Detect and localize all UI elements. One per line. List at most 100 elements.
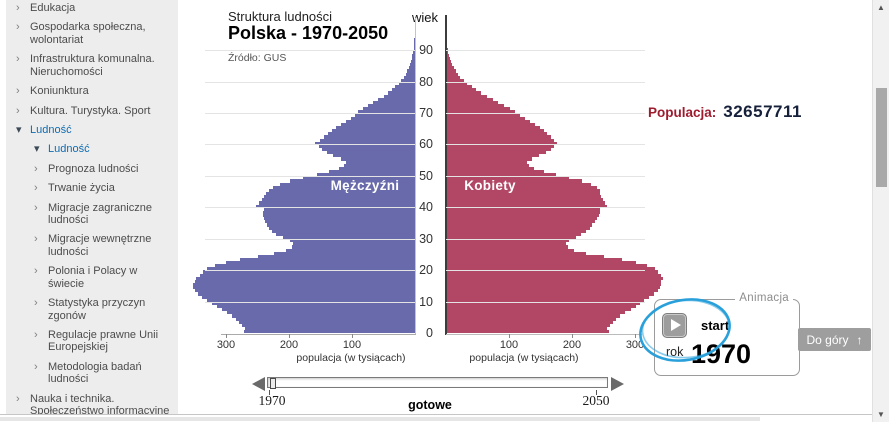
female-bar — [446, 198, 603, 202]
age-tick-label: 80 — [419, 74, 433, 89]
age-tick-label: 0 — [426, 326, 433, 340]
sidebar-item[interactable]: › Nauka i technika. Społeczeństwo informa… — [16, 393, 172, 414]
chart-title: Polska - 1970-2050 — [228, 23, 389, 43]
x-tick-label: 200 — [279, 339, 299, 351]
population-pyramid-chart: wiek Mężczyźni Kobiety populacja (w tysi… — [185, 10, 665, 370]
male-bar — [239, 257, 415, 262]
sidebar-item[interactable]: › Statystyka przyczyn zgonów — [34, 297, 172, 322]
male-bar — [408, 66, 415, 70]
x-tick — [352, 334, 353, 338]
year-slider-handle[interactable] — [270, 378, 276, 389]
year-slider-track[interactable] — [267, 377, 608, 388]
x-tick-label: 100 — [342, 339, 362, 351]
sidebar-item[interactable]: ▾ Ludność — [34, 143, 172, 155]
female-bar — [446, 220, 595, 224]
scrollbar-thumb[interactable] — [876, 88, 887, 187]
animation-panel-legend: Animacja — [735, 292, 793, 304]
bottom-strip — [0, 417, 760, 421]
male-bar — [221, 308, 415, 312]
male-bar — [414, 34, 415, 39]
chart-subtitle: Struktura ludności — [228, 9, 333, 24]
male-bar — [276, 232, 415, 236]
male-bar — [383, 94, 415, 98]
male-bar — [272, 229, 415, 233]
back-to-top-button[interactable]: Do góry ↑ — [798, 328, 871, 351]
female-bar — [446, 295, 649, 299]
slider-left-arrow[interactable] — [252, 377, 265, 391]
male-bar — [331, 129, 415, 133]
year-value: 1970 — [687, 341, 756, 368]
chevron-down-icon: ▾ — [34, 143, 40, 156]
scroll-down-icon[interactable]: ▼ — [877, 410, 885, 419]
male-bar — [391, 88, 415, 92]
scroll-up-icon[interactable]: ▲ — [877, 3, 885, 12]
male-bar — [405, 72, 415, 76]
male-bar — [243, 330, 415, 334]
female-axis-line — [445, 15, 447, 335]
male-bar — [411, 56, 415, 61]
gridline — [446, 175, 645, 177]
female-bar — [446, 44, 448, 48]
female-bar — [446, 320, 613, 324]
sidebar-item-label: Prognoza ludności — [48, 162, 139, 175]
sidebar-item[interactable]: › Metodologia badań ludności — [34, 361, 172, 386]
sidebar-item[interactable]: › Migracje zagraniczne ludności — [34, 202, 172, 227]
sidebar-item[interactable]: › Infrastruktura komunalna. Nieruchomości — [16, 53, 172, 78]
gridline — [205, 175, 415, 177]
male-bar — [264, 195, 415, 199]
male-bar — [268, 226, 415, 230]
male-bar — [289, 179, 415, 183]
sidebar-item[interactable]: › Migracje wewnętrzne ludności — [34, 233, 172, 258]
sidebar-item[interactable]: ▾ Ludność — [16, 124, 172, 136]
female-x-axis-caption: populacja (w tysiącach) — [469, 352, 579, 364]
male-bar — [193, 283, 415, 287]
male-bar — [387, 91, 415, 95]
male-bar — [290, 239, 415, 243]
female-bar — [446, 235, 576, 240]
age-tick-label: 40 — [419, 200, 433, 215]
male-bar — [292, 242, 415, 246]
female-bar — [446, 308, 631, 312]
female-bar — [446, 91, 482, 95]
bottom-divider — [0, 414, 872, 415]
slider-right-arrow[interactable] — [611, 377, 624, 391]
age-tick-label: 50 — [419, 168, 433, 183]
play-button[interactable] — [662, 313, 687, 338]
female-bar — [446, 169, 544, 174]
female-x-axis — [446, 334, 642, 335]
gridline — [446, 238, 645, 240]
sidebar-item[interactable]: › Trwanie życia — [34, 182, 172, 194]
sidebar-item-label: Edukacja — [30, 2, 76, 14]
chevron-right-icon: › — [16, 85, 20, 98]
male-bar — [363, 107, 415, 111]
sidebar-item[interactable]: › Regulacje prawne Unii Europejskiej — [34, 329, 172, 354]
male-bar — [227, 311, 415, 315]
female-bar — [446, 217, 598, 221]
sidebar-item-label: Koniunktura — [30, 85, 89, 98]
female-bar — [446, 195, 601, 199]
male-bar — [202, 295, 415, 299]
female-bar — [446, 273, 661, 277]
age-tick-label: 10 — [419, 294, 433, 309]
male-bar — [328, 132, 415, 136]
sidebar-item[interactable]: › Koniunktura — [16, 85, 172, 97]
male-bar — [258, 201, 415, 205]
female-bar — [446, 50, 449, 54]
female-bar — [446, 176, 570, 180]
sidebar-item[interactable]: › Polonia i Polacy w świecie — [34, 265, 172, 290]
female-bar — [446, 148, 551, 152]
sidebar-item[interactable]: › Edukacja — [16, 2, 172, 14]
scrollbar[interactable]: ▲ ▼ — [872, 0, 889, 422]
female-bar — [446, 122, 536, 127]
sidebar-item[interactable]: › Gospodarka społeczna, wolontariat — [16, 21, 172, 46]
female-bar — [446, 276, 663, 280]
female-bar — [446, 69, 456, 73]
sidebar-item[interactable]: › Prognoza ludności — [34, 163, 172, 175]
sidebar-item[interactable]: › Kultura. Turystyka. Sport — [16, 105, 172, 117]
female-bar — [446, 56, 450, 61]
female-bar — [446, 251, 587, 255]
start-button-label[interactable]: start — [701, 318, 730, 333]
male-bar — [273, 185, 415, 189]
male-bar — [199, 273, 415, 277]
female-bar — [446, 129, 544, 133]
